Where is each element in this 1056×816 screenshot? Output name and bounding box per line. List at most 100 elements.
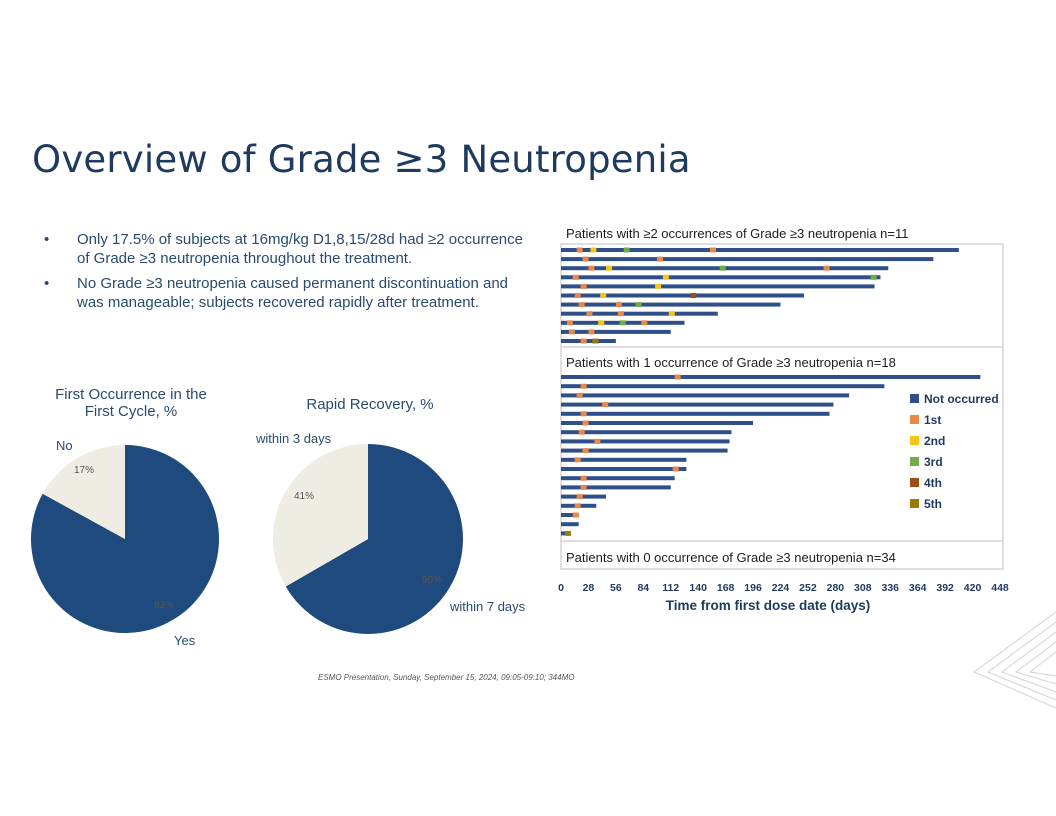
x-tick-label: 0 bbox=[558, 582, 564, 594]
swimmer-plot: Patients with ≥2 occurrences of Grade ≥3… bbox=[558, 226, 1009, 613]
pie-chart-first-occurrence bbox=[30, 445, 219, 633]
patient-bar bbox=[561, 384, 885, 389]
group-label: Patients with ≥2 occurrences of Grade ≥3… bbox=[566, 226, 908, 241]
x-tick-label: 168 bbox=[717, 582, 735, 594]
event-marker bbox=[870, 274, 877, 280]
patient-bar bbox=[561, 421, 754, 425]
footer-citation: ESMO Presentation, Sunday, September 15,… bbox=[318, 673, 575, 682]
pie1-label-yes: Yes bbox=[174, 633, 196, 648]
event-marker bbox=[582, 256, 589, 262]
patient-bar bbox=[561, 311, 718, 316]
event-marker bbox=[617, 311, 624, 317]
event-marker bbox=[574, 503, 581, 509]
event-marker bbox=[568, 329, 575, 335]
event-marker bbox=[594, 438, 601, 444]
event-marker bbox=[586, 311, 593, 317]
patient-bar bbox=[561, 402, 834, 407]
x-tick-label: 448 bbox=[991, 582, 1009, 594]
x-tick-label: 84 bbox=[637, 582, 649, 594]
x-tick-label: 420 bbox=[964, 582, 982, 594]
pie2-slice-3days bbox=[273, 444, 368, 587]
patient-bar bbox=[561, 284, 875, 289]
patient-bar bbox=[561, 494, 607, 499]
patient-bar bbox=[561, 439, 730, 444]
pie1-pct-no: 17% bbox=[74, 465, 95, 476]
x-tick-label: 364 bbox=[909, 582, 927, 594]
event-marker bbox=[576, 247, 583, 253]
x-tick-label: 196 bbox=[744, 582, 762, 594]
event-marker bbox=[564, 530, 571, 536]
event-marker bbox=[709, 247, 716, 253]
event-marker bbox=[580, 283, 587, 289]
event-marker bbox=[635, 302, 642, 308]
patient-bar bbox=[561, 522, 579, 527]
pie1-title-line2: First Cycle, % bbox=[84, 403, 178, 420]
legend-item-3rd: 3rd bbox=[910, 451, 999, 472]
event-marker bbox=[592, 338, 599, 344]
page-title: Overview of Grade ≥3 Neutropenia bbox=[32, 138, 691, 181]
x-tick-label: 140 bbox=[689, 582, 707, 594]
pie2-pct-3days: 41% bbox=[294, 491, 315, 502]
event-marker bbox=[580, 411, 587, 417]
pie-chart-rapid-recovery bbox=[273, 444, 463, 634]
event-marker bbox=[590, 247, 597, 253]
event-marker bbox=[668, 311, 675, 317]
event-marker bbox=[600, 293, 607, 298]
x-tick-label: 28 bbox=[583, 582, 595, 594]
pie2-label-3days: within 3 days bbox=[256, 431, 332, 446]
group-label: Patients with 0 occurrence of Grade ≥3 n… bbox=[566, 550, 896, 565]
patient-bar bbox=[561, 248, 959, 252]
event-marker bbox=[578, 429, 585, 435]
group-label: Patients with 1 occurrence of Grade ≥3 n… bbox=[566, 355, 896, 370]
event-marker bbox=[719, 265, 726, 271]
event-marker bbox=[588, 265, 595, 271]
pie1-slice-no bbox=[42, 445, 125, 539]
event-marker bbox=[582, 420, 589, 426]
pie1-label-no: No bbox=[56, 438, 73, 453]
event-marker bbox=[619, 320, 626, 326]
patient-bar bbox=[561, 393, 850, 398]
swimmer-legend: Not occurred 1st 2nd 3rd 4th 5th bbox=[910, 388, 999, 514]
patient-bar bbox=[561, 476, 675, 481]
event-marker bbox=[580, 475, 587, 481]
pie1-slice-yes bbox=[30, 445, 219, 633]
event-marker bbox=[580, 484, 587, 490]
patient-bar bbox=[561, 467, 687, 471]
event-marker bbox=[566, 320, 573, 326]
event-marker bbox=[674, 374, 681, 380]
legend-item-1st: 1st bbox=[910, 409, 999, 430]
patient-bar bbox=[561, 430, 732, 435]
event-marker bbox=[672, 466, 679, 472]
legend-item-not-occurred: Not occurred bbox=[910, 388, 999, 409]
event-marker bbox=[582, 448, 589, 454]
patient-bar bbox=[561, 257, 934, 262]
x-axis-label: Time from first dose date (days) bbox=[666, 598, 871, 613]
bullet-item: • No Grade ≥3 neutropenia caused permane… bbox=[44, 274, 524, 312]
patient-bar bbox=[561, 448, 728, 453]
event-marker bbox=[641, 320, 648, 326]
patient-bar bbox=[561, 275, 881, 280]
patient-bar bbox=[561, 485, 671, 490]
event-marker bbox=[576, 392, 583, 398]
patient-bar bbox=[561, 375, 981, 379]
x-tick-label: 392 bbox=[936, 582, 954, 594]
x-tick-label: 252 bbox=[799, 582, 817, 594]
event-marker bbox=[578, 302, 585, 308]
event-marker bbox=[580, 338, 587, 344]
bullet-text: No Grade ≥3 neutropenia caused permanent… bbox=[77, 275, 509, 311]
event-marker bbox=[576, 494, 583, 500]
event-marker bbox=[588, 329, 595, 335]
patient-bar bbox=[561, 329, 671, 334]
pie2-pct-7days: 90% bbox=[422, 575, 443, 586]
pie1-title: First Occurrence in the First Cycle, % bbox=[28, 386, 234, 420]
event-marker bbox=[623, 247, 630, 253]
pie2-title: Rapid Recovery, % bbox=[306, 396, 434, 413]
pie2-slice-7days bbox=[285, 444, 463, 634]
event-marker bbox=[657, 256, 664, 262]
patient-bar bbox=[561, 339, 616, 343]
x-tick-label: 56 bbox=[610, 582, 622, 594]
legend-item-5th: 5th bbox=[910, 493, 999, 514]
event-marker bbox=[580, 383, 587, 389]
x-tick-label: 224 bbox=[772, 582, 790, 594]
bullet-marker: • bbox=[44, 231, 50, 248]
